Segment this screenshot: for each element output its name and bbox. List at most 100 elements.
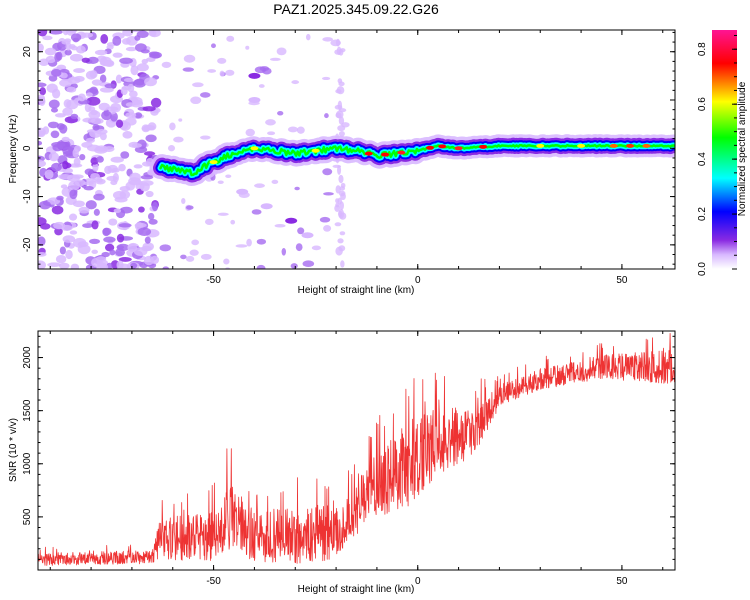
noise-blob [322,37,334,42]
feature-blob [248,97,261,104]
noise-blob [99,132,107,141]
noise-blob [159,244,172,252]
x-tick-label: -50 [206,275,221,286]
noise-blob [116,245,125,250]
noise-blob [96,262,109,269]
noise-blob [51,107,59,113]
noise-blob [319,216,331,223]
noise-blob [79,32,94,38]
noise-blob [38,236,46,247]
noise-blob [99,87,114,93]
snr-y-label: SNR (10 * v/v) [8,418,19,482]
noise-blob [92,124,100,131]
colorbar-tick-label: 0.6 [697,97,708,111]
noise-blob [323,224,332,232]
noise-blob [64,49,72,56]
noise-blob [83,185,94,191]
noise-blob [115,248,126,257]
noise-blob [74,145,82,153]
noise-blob [191,239,200,246]
x-tick-label: 0 [415,275,421,286]
noise-blob [39,223,51,230]
noise-blob [110,102,122,113]
noise-blob [95,256,107,262]
noise-blob [65,249,73,260]
noise-blob [44,169,54,180]
y-tick-label: 20 [22,46,33,58]
noise-blob [200,135,211,140]
noise-blob [91,79,103,86]
noise-blob [125,102,135,107]
noise-blob [70,113,79,120]
noise-blob [337,165,342,175]
feature-blob [285,217,298,224]
noise-blob [281,248,287,256]
noise-blob [119,185,131,192]
noise-blob [62,235,76,243]
noise-blob [96,156,104,163]
noise-blob [142,106,156,112]
noise-blob [90,117,104,125]
noise-blob [114,196,128,203]
x-tick-label: 50 [616,576,628,587]
noise-blob [134,112,143,119]
noise-blob [217,180,224,184]
noise-blob [223,258,230,265]
noise-blob [204,218,214,225]
noise-blob [295,243,303,252]
y-tick-label: 1500 [22,399,33,422]
noise-blob [337,100,343,111]
ridge-hotspot [577,143,586,148]
chart-title: PAZ1.2025.345.09.22.G26 [273,1,439,17]
noise-blob [50,130,60,139]
noise-blob [131,143,142,148]
ridge-hotspot [209,160,218,165]
noise-blob [302,260,315,268]
noise-blob [185,255,195,262]
noise-blob [127,243,138,253]
noise-blob [297,227,305,235]
noise-blob [145,190,154,198]
y-tick-label: 500 [22,508,33,525]
noise-blob [38,82,47,88]
noise-blob [104,83,116,89]
noise-blob [73,68,86,74]
x-tick-label: 0 [415,576,421,587]
noise-blob [335,112,342,119]
noise-blob [66,99,79,110]
noise-blob [262,67,272,75]
noise-blob [211,43,216,49]
noise-blob [271,179,279,185]
ridge-hotspot [642,143,651,148]
noise-blob [339,201,344,211]
noise-blob [254,183,265,188]
noise-blob [269,57,281,61]
noise-blob [335,185,341,194]
ridge-hotspot [438,144,447,149]
noise-blob [62,151,74,157]
noise-blob [256,264,266,269]
noise-blob [338,210,343,218]
noise-blob [113,208,122,214]
noise-blob [85,92,93,97]
noise-blob [61,136,70,142]
noise-blob [276,47,287,56]
noise-blob [287,126,299,133]
noise-blob [323,192,334,196]
noise-blob [101,251,110,258]
noise-blob [81,57,90,63]
noise-blob [38,30,48,37]
noise-blob [94,49,108,56]
noise-blob [290,263,298,269]
snr-x-label: Height of straight line (km) [298,584,415,595]
spectrogram-y-label: Frequency (Hz) [8,115,19,184]
noise-blob [110,156,124,163]
noise-blob [149,51,162,59]
noise-blob [56,195,64,201]
noise-blob [62,160,69,170]
noise-blob [134,222,147,228]
noise-blob [128,179,143,186]
noise-blob [130,65,139,76]
y-tick-label: 0 [22,145,33,151]
y-tick-label: 10 [22,94,33,106]
